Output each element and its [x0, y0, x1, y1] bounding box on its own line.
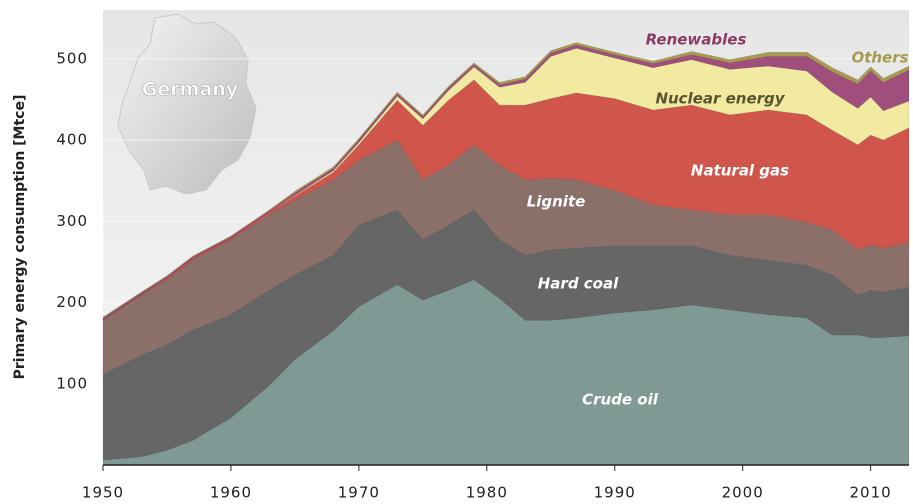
x-tick-label: 2010	[850, 484, 892, 502]
x-tick-label: 1970	[338, 484, 380, 502]
series-label: Natural gas	[691, 162, 789, 180]
area	[102, 42, 910, 319]
area	[102, 139, 910, 376]
series-label: Crude oil	[582, 391, 659, 409]
x-tick-label: 1960	[210, 484, 252, 502]
y-tick-label: 500	[56, 49, 88, 67]
area	[102, 209, 910, 461]
area	[102, 44, 910, 321]
series-label: Lignite	[527, 193, 586, 211]
y-tick-label: 200	[56, 293, 88, 311]
series-label: Renewables	[646, 31, 747, 49]
series-label: Hard coal	[538, 275, 619, 293]
y-tick-label: 100	[56, 374, 88, 392]
x-tick-label: 1980	[466, 484, 508, 502]
y-tick-label: 300	[56, 212, 88, 230]
x-tick-label: 1990	[594, 484, 636, 502]
x-tick-label: 2000	[722, 484, 764, 502]
area	[102, 47, 910, 320]
area	[102, 79, 910, 321]
map-label: Germany	[142, 79, 239, 101]
series-label: Nuclear energy	[655, 90, 785, 108]
y-tick-label: 400	[56, 131, 88, 149]
y-axis-label: Primary energy consumption [Mtce]	[12, 95, 28, 380]
series-label: Others	[851, 49, 908, 67]
x-tick-label: 1950	[82, 484, 124, 502]
